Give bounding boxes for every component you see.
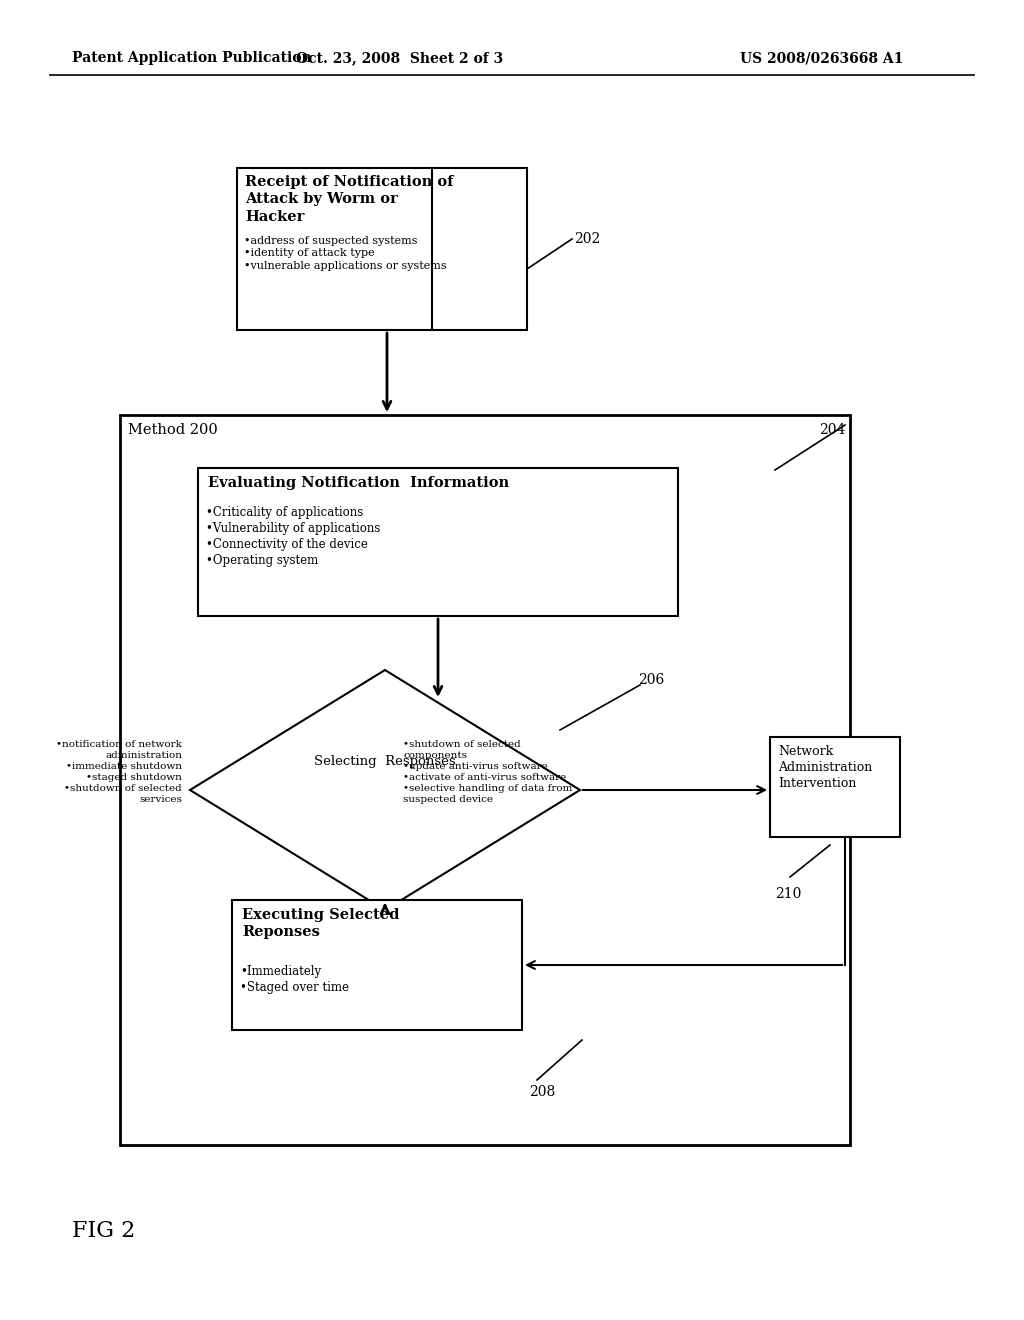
Bar [237,168,527,330]
Text: Patent Application Publication: Patent Application Publication [72,51,311,65]
Bar [120,414,850,1144]
Text: Receipt of Notification of
Attack by Worm or
Hacker: Receipt of Notification of Attack by Wor… [245,176,454,223]
Text: •Criticality of applications
•Vulnerability of applications
•Connectivity of the: •Criticality of applications •Vulnerabil… [206,506,380,568]
Text: FIG 2: FIG 2 [72,1220,135,1242]
Text: Oct. 23, 2008  Sheet 2 of 3: Oct. 23, 2008 Sheet 2 of 3 [296,51,504,65]
Text: •address of suspected systems
•identity of attack type
•vulnerable applications : •address of suspected systems •identity … [244,236,446,271]
Text: 206: 206 [638,673,665,686]
Text: Method 200: Method 200 [128,422,218,437]
Text: US 2008/0263668 A1: US 2008/0263668 A1 [740,51,903,65]
Text: Network
Administration
Intervention: Network Administration Intervention [778,744,872,789]
Bar [198,469,678,616]
Text: 208: 208 [529,1085,555,1100]
Bar [232,900,522,1030]
Text: •Immediately
•Staged over time: •Immediately •Staged over time [240,965,349,994]
Text: 204: 204 [818,422,845,437]
Text: •shutdown of selected
components
•update anti-virus software
•activate of anti-v: •shutdown of selected components •update… [403,741,572,804]
Text: •notification of network
administration
•immediate shutdown
•staged shutdown
•sh: •notification of network administration … [56,741,182,804]
Text: Executing Selected
Reponses: Executing Selected Reponses [242,908,399,940]
Text: Selecting  Responses: Selecting Responses [314,755,456,768]
Text: 202: 202 [574,232,600,246]
Bar [770,737,900,837]
Text: 210: 210 [775,887,802,902]
Polygon shape [190,671,580,909]
Text: Evaluating Notification  Information: Evaluating Notification Information [208,477,509,490]
